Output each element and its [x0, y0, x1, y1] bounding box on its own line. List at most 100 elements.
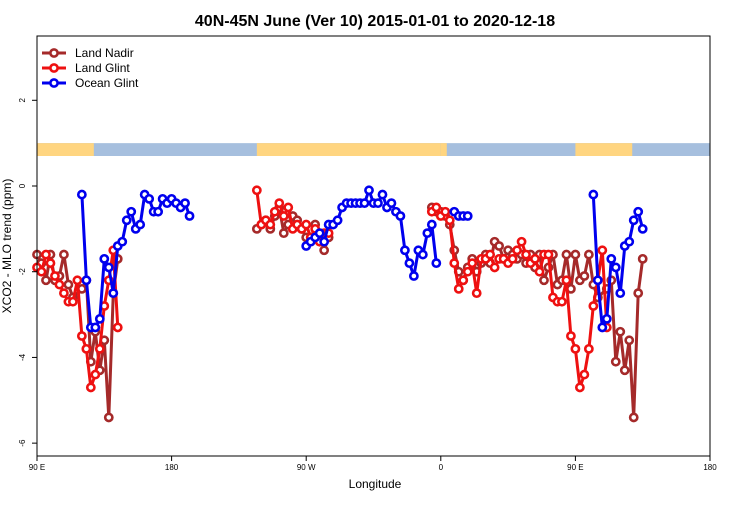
data-point	[624, 236, 635, 247]
data-point	[628, 412, 639, 423]
data-point	[103, 262, 114, 273]
data-point	[449, 258, 460, 269]
data-point	[67, 296, 78, 307]
data-point	[103, 412, 114, 423]
data-point	[597, 322, 608, 333]
y-axis-label: XCO2 - MLO trend (ppm)	[0, 179, 14, 314]
data-point	[467, 258, 478, 269]
legend-item: Ocean Glint	[42, 76, 139, 90]
data-point	[135, 219, 146, 230]
data-point	[570, 249, 581, 260]
data-point	[507, 253, 518, 264]
legend-label: Land Glint	[75, 61, 130, 75]
legend-marker	[49, 48, 59, 58]
x-tick-label: 90 W	[297, 463, 316, 472]
data-point	[274, 198, 285, 209]
land-ocean-band	[37, 143, 710, 156]
data-point	[633, 206, 644, 217]
x-tick-label: 180	[703, 463, 717, 472]
data-point	[377, 189, 388, 200]
data-point	[59, 288, 69, 299]
data-point	[543, 249, 554, 260]
data-point	[444, 215, 455, 226]
data-point	[94, 313, 105, 324]
data-point	[566, 331, 576, 341]
data-point	[50, 271, 60, 281]
x-tick-label: 0	[439, 463, 444, 472]
data-point	[462, 211, 473, 221]
data-point	[364, 185, 374, 196]
data-point	[624, 335, 635, 346]
data-point	[597, 245, 608, 256]
data-point	[440, 206, 451, 217]
data-point	[59, 249, 69, 260]
data-point	[471, 288, 482, 299]
band-land	[440, 143, 447, 156]
data-point	[90, 322, 101, 333]
data-point	[251, 185, 262, 196]
data-point	[579, 271, 590, 281]
data-point	[121, 215, 132, 226]
series-1	[32, 185, 612, 393]
data-point	[539, 275, 549, 286]
series-2	[76, 185, 648, 333]
data-point	[283, 202, 294, 213]
data-point	[579, 369, 590, 380]
data-point	[400, 245, 410, 256]
data-point	[144, 193, 155, 204]
data-point	[359, 198, 370, 209]
data-point	[319, 236, 330, 247]
data-point	[180, 198, 190, 209]
data-point	[512, 245, 522, 256]
data-point	[494, 241, 505, 251]
y-tick-label: -2	[18, 268, 27, 276]
legend-item: Land Glint	[42, 61, 130, 75]
series-line	[80, 193, 191, 329]
data-point	[314, 228, 325, 239]
data-point	[458, 275, 469, 286]
data-point	[619, 365, 630, 376]
data-point	[557, 296, 567, 307]
legend-marker	[49, 63, 59, 73]
data-point	[184, 211, 195, 221]
data-point	[395, 211, 406, 221]
legend-item: Land Nadir	[42, 46, 134, 60]
band-land	[256, 143, 441, 156]
data-point	[516, 236, 527, 247]
data-point	[278, 228, 289, 239]
data-point	[615, 288, 626, 299]
data-point	[610, 262, 621, 273]
plot-frame	[36, 35, 711, 457]
data-point	[85, 382, 96, 393]
data-point	[583, 249, 594, 260]
data-point	[301, 219, 312, 230]
data-point	[386, 198, 397, 209]
plot-series	[32, 185, 648, 423]
data-point	[530, 253, 540, 264]
data-point	[431, 258, 442, 269]
data-point	[561, 249, 572, 260]
band-land	[37, 143, 94, 156]
series-line	[430, 205, 609, 389]
y-axis: 2 0 -2 -4 -6	[18, 98, 37, 447]
data-point	[561, 275, 572, 286]
data-point	[76, 331, 87, 341]
data-point	[408, 271, 419, 281]
data-point	[319, 245, 330, 256]
legend-label: Land Nadir	[75, 46, 134, 60]
data-point	[570, 343, 581, 354]
data-point	[633, 288, 644, 299]
x-tick-label: 90 E	[29, 463, 45, 472]
data-point	[574, 382, 585, 393]
data-point	[489, 262, 500, 273]
data-point	[610, 356, 621, 367]
x-tick-label: 180	[165, 463, 179, 472]
data-point	[81, 343, 92, 354]
legend-label: Ocean Glint	[75, 76, 139, 90]
data-point	[453, 283, 464, 294]
y-tick-label: 0	[18, 183, 27, 188]
data-point	[94, 343, 105, 354]
